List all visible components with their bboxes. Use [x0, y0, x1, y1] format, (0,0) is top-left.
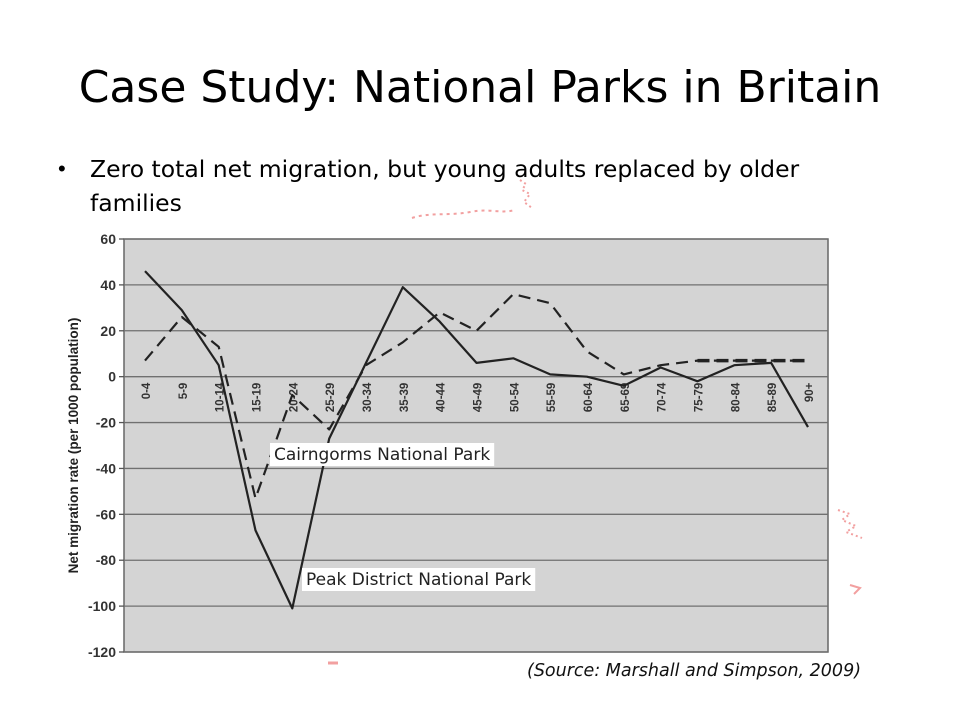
x-tick-label: 45-49: [473, 383, 485, 412]
x-tick-label: 75-79: [694, 383, 706, 412]
x-tick-label: 90+: [804, 382, 816, 402]
x-tick-label: 40-44: [436, 382, 448, 412]
series-label-peak-district: Peak District National Park: [306, 570, 531, 590]
x-tick-label: 15-19: [252, 383, 264, 412]
y-tick-labels: 60 40 20 0 -20 -40 -60 -80 -100 -120: [88, 231, 116, 660]
y-tick-label: 60: [100, 231, 116, 247]
y-tick-label: 20: [100, 323, 116, 339]
series-label-cairngorms: Cairngorms National Park: [274, 445, 490, 465]
x-tick-label: 35-39: [399, 383, 411, 412]
label-backdrop-cairngorms: [270, 443, 495, 466]
gridlines: [119, 238, 828, 653]
y-tick-label: -120: [88, 644, 116, 660]
x-tick-label: 0-4: [141, 382, 153, 399]
x-tick-label: 70-74: [657, 382, 669, 412]
x-tick-label: 25-29: [325, 383, 337, 412]
bullet-dot: •: [58, 156, 66, 181]
slide-bullet: Zero total net migration, but young adul…: [90, 155, 800, 217]
source-citation: (Source: Marshall and Simpson, 2009): [527, 661, 862, 681]
x-tick-label: 55-59: [546, 383, 558, 412]
y-axis-label: Net migration rate (per 1000 population): [66, 318, 81, 574]
y-tick-label: -80: [96, 552, 116, 568]
y-tick-label: -60: [96, 506, 116, 522]
x-tick-label: 60-64: [583, 382, 595, 412]
x-tick-label: 5-9: [178, 383, 190, 400]
label-backdrop-peak-district: [302, 568, 536, 591]
x-tick-label: 80-84: [730, 382, 742, 412]
x-tick-label: 50-54: [509, 382, 521, 412]
y-tick-label: 40: [100, 277, 116, 293]
series-line-peak-district: [144, 270, 809, 610]
x-tick-label: 85-89: [767, 383, 779, 412]
y-tick-label: -20: [96, 415, 116, 431]
x-tick-label: 30-34: [362, 382, 374, 412]
x-tick-label: 65-69: [620, 383, 632, 412]
y-tick-label: -40: [96, 460, 116, 476]
series-lines: [144, 270, 809, 610]
y-tick-label: 0: [108, 369, 116, 385]
slide-title: Case Study: National Parks in Britain: [78, 62, 882, 113]
y-tick-label: -100: [88, 598, 116, 614]
